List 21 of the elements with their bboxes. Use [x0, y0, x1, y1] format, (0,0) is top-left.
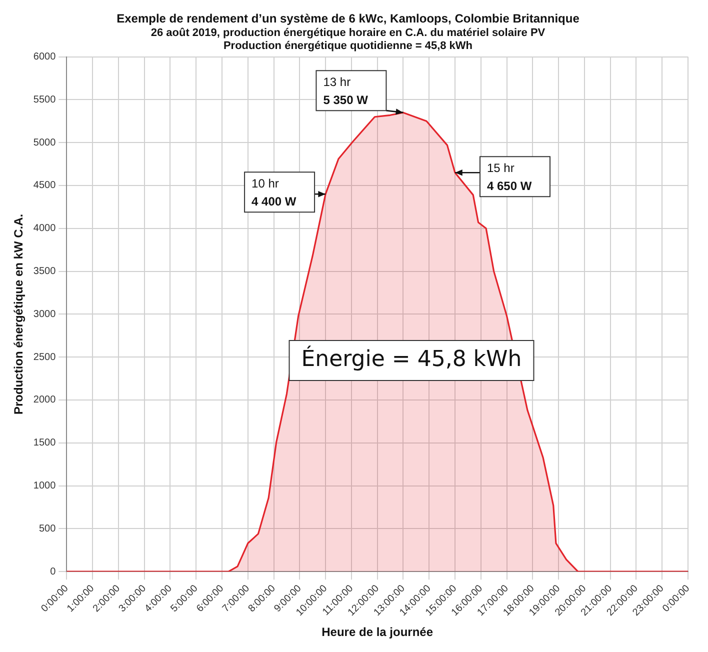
y-tick-label: 2500	[33, 352, 56, 363]
chart-subtitle: 26 août 2019, production énergétique horaire en C.A. du matériel solaire PV Production énergétique quotidienne = 45,8 kWh	[150, 27, 546, 52]
y-tick-label: 4000	[33, 223, 56, 234]
y-tick-label: 6000	[33, 52, 56, 63]
annotation: 15 hr 4 650 W	[486, 160, 532, 193]
y-tick-label: 4500	[33, 180, 56, 192]
y-tick-label: 1000	[33, 480, 56, 492]
y-tick-label: 5000	[33, 137, 56, 148]
y-tick-label: 0	[50, 566, 56, 578]
y-tick-label: 2000	[33, 394, 56, 406]
x-axis-title: Heure de la journée	[322, 625, 434, 640]
chart-title: Exemple de rendement d’un système de 6 kWc, Kamloops, Colombie Britannique	[116, 12, 580, 26]
y-tick-label: 3500	[33, 266, 56, 278]
y-tick-label: 500	[38, 523, 56, 534]
annotation: Énergie = 45,8 kWh	[301, 345, 522, 372]
annotation: 10 hr 4 400 W	[252, 176, 297, 208]
annotation: 13 hr 5 350 W	[323, 74, 369, 107]
y-tick-label: 3000	[33, 308, 56, 320]
y-tick-label: 5500	[33, 94, 56, 106]
y-tick-label: 1500	[33, 438, 56, 449]
y-axis-title: Production énergétique en kW C.A.	[12, 214, 26, 415]
